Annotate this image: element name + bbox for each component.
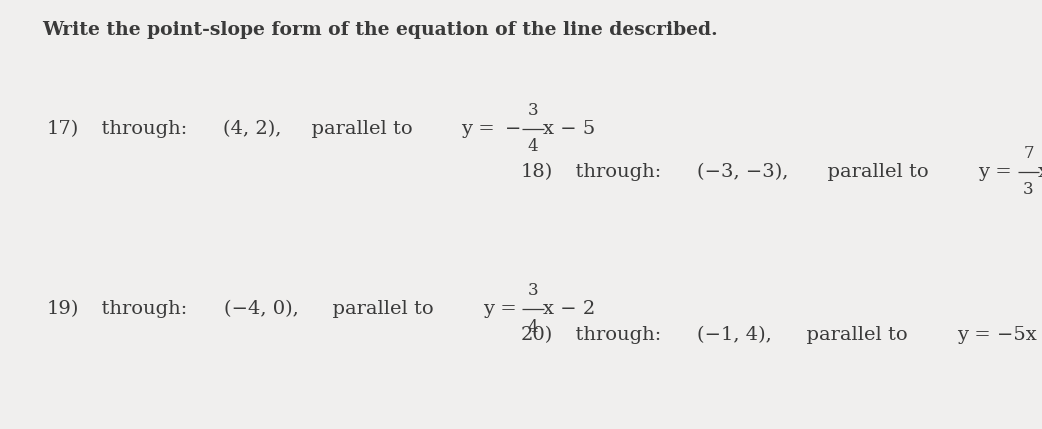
- Text: 18): 18): [521, 163, 553, 181]
- Text: 7: 7: [1023, 145, 1034, 162]
- Text: parallel to: parallel to: [299, 120, 425, 138]
- Text: y = −5x + 2: y = −5x + 2: [957, 326, 1042, 344]
- Text: y =: y =: [978, 163, 1012, 181]
- Text: through:: through:: [89, 120, 193, 138]
- Text: 4: 4: [528, 319, 539, 335]
- Text: 3: 3: [528, 282, 539, 299]
- Text: x − 5: x − 5: [543, 120, 595, 138]
- Text: parallel to: parallel to: [794, 326, 920, 344]
- Text: through:: through:: [563, 163, 667, 181]
- Text: 20): 20): [521, 326, 553, 344]
- Text: 19): 19): [47, 300, 79, 318]
- Text: parallel to: parallel to: [320, 300, 446, 318]
- Text: 3: 3: [527, 102, 539, 119]
- Text: y =: y =: [482, 300, 517, 318]
- Text: (−4, 0),: (−4, 0),: [223, 300, 298, 318]
- Text: x + 3: x + 3: [1039, 163, 1042, 181]
- Text: y =: y =: [462, 120, 495, 138]
- Text: (−1, 4),: (−1, 4),: [697, 326, 772, 344]
- Text: through:: through:: [89, 300, 193, 318]
- Text: −: −: [505, 120, 521, 138]
- Text: 3: 3: [1023, 181, 1034, 198]
- Text: parallel to: parallel to: [815, 163, 942, 181]
- Text: (−3, −3),: (−3, −3),: [697, 163, 789, 181]
- Text: 17): 17): [47, 120, 79, 138]
- Text: through:: through:: [563, 326, 667, 344]
- Text: x − 2: x − 2: [543, 300, 595, 318]
- Text: Write the point-slope form of the equation of the line described.: Write the point-slope form of the equati…: [42, 21, 717, 39]
- Text: (4, 2),: (4, 2),: [223, 120, 281, 138]
- Text: 4: 4: [527, 139, 539, 155]
